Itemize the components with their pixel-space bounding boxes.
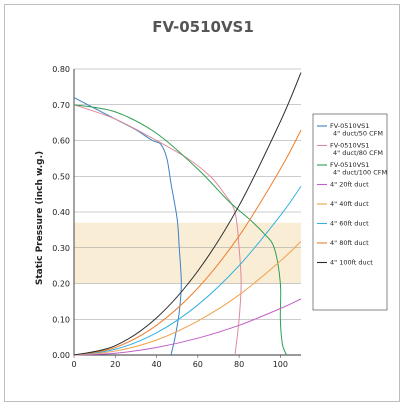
legend-label-2: FV-0510VS1 4" duct/100 CFM bbox=[330, 161, 387, 177]
series-line-7 bbox=[73, 72, 302, 356]
series-line-6 bbox=[73, 129, 302, 356]
x-tick-label: 20 bbox=[110, 360, 120, 369]
plot-area: 0.00 0.10 0.20 0.30 0.40 0.50 0.60 0.70 0.80 0 20 4… bbox=[52, 65, 302, 369]
legend-label-1: FV-0510VS1 4" duct/80 CFM bbox=[330, 142, 383, 158]
legend-label-3: 4" 20ft duct bbox=[330, 181, 369, 189]
y-tick-label: 0.60 bbox=[52, 137, 70, 146]
legend-label-7: 4" 100ft duct bbox=[330, 259, 373, 267]
legend-label-0: FV-0510VS1 4" duct/50 CFM bbox=[330, 122, 383, 138]
x-tick-label: 80 bbox=[234, 360, 244, 369]
x-tick-label: 40 bbox=[151, 360, 161, 369]
chart-svg: FV-0510VS1 Static Pressure (inch w.g.) 0… bbox=[35, 18, 388, 369]
legend-label-4: 4" 40ft duct bbox=[330, 200, 369, 208]
chart-frame: FV-0510VS1 Static Pressure (inch w.g.) 0… bbox=[4, 4, 400, 402]
x-tick-label: 100 bbox=[273, 360, 288, 369]
y-tick-label: 0.80 bbox=[52, 65, 70, 74]
series-line-2 bbox=[73, 104, 288, 356]
y-tick-label: 0.50 bbox=[52, 172, 70, 181]
legend: FV-0510VS1 4" duct/50 CFM FV-0510VS1 4" duc… bbox=[312, 113, 388, 311]
y-tick-label: 0.20 bbox=[52, 280, 70, 289]
series-line-3 bbox=[73, 298, 302, 356]
x-tick-label: 60 bbox=[193, 360, 203, 369]
y-axis-label: Static Pressure (inch w.g.) bbox=[35, 151, 45, 285]
y-tick-label: 0.40 bbox=[52, 208, 70, 217]
y-tick-label: 0.10 bbox=[52, 315, 70, 324]
series-line-4 bbox=[73, 240, 302, 356]
legend-label-5: 4" 60ft duct bbox=[330, 220, 369, 228]
y-tick-label: 0.30 bbox=[52, 244, 70, 253]
y-tick-label: 0.00 bbox=[52, 351, 70, 360]
x-tick-label: 0 bbox=[71, 360, 76, 369]
y-tick-label: 0.70 bbox=[52, 101, 70, 110]
chart-title: FV-0510VS1 bbox=[152, 18, 254, 36]
series-line-5 bbox=[73, 185, 302, 356]
legend-box bbox=[312, 113, 388, 311]
legend-label-6: 4" 80ft duct bbox=[330, 239, 369, 247]
